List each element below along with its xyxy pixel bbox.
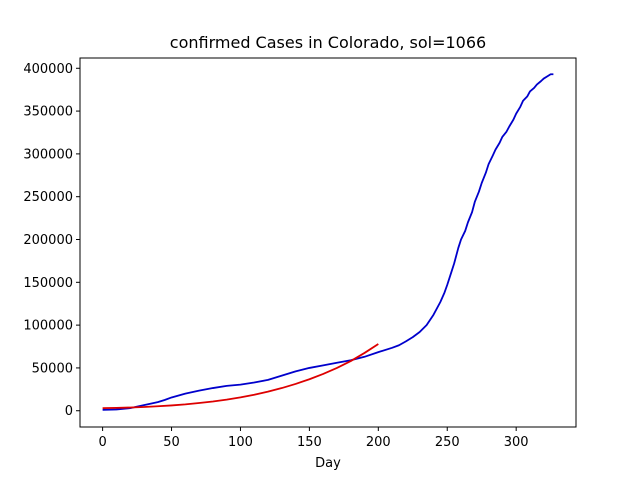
y-tick-label: 0 bbox=[65, 404, 73, 419]
y-tick-label: 250000 bbox=[23, 190, 73, 205]
x-tick-label: 300 bbox=[504, 435, 529, 450]
x-tick-label: 200 bbox=[366, 435, 391, 450]
x-tick-label: 100 bbox=[228, 435, 253, 450]
x-tick-label: 250 bbox=[435, 435, 460, 450]
y-tick-label: 100000 bbox=[23, 319, 73, 334]
y-tick-label: 300000 bbox=[23, 147, 73, 162]
x-tick-label: 50 bbox=[163, 435, 180, 450]
axes-layer: 0 50 100 150 200 250 300 0 50000 100000 150000 2000… bbox=[23, 62, 528, 450]
chart-title: confirmed Cases in Colorado, sol=1066 bbox=[170, 33, 486, 52]
y-tick-label: 400000 bbox=[23, 62, 73, 77]
x-tick-label: 0 bbox=[98, 435, 106, 450]
series-layer bbox=[102, 73, 554, 411]
series-line-2 bbox=[102, 343, 379, 410]
y-tick-label: 350000 bbox=[23, 105, 73, 120]
y-tick-label: 200000 bbox=[23, 233, 73, 248]
x-tick-label: 150 bbox=[297, 435, 322, 450]
x-axis-label: Day bbox=[315, 456, 341, 471]
y-tick-label: 50000 bbox=[32, 361, 73, 376]
series-line-1 bbox=[102, 73, 554, 411]
y-tick-label: 150000 bbox=[23, 276, 73, 291]
plot-frame bbox=[79, 57, 577, 428]
